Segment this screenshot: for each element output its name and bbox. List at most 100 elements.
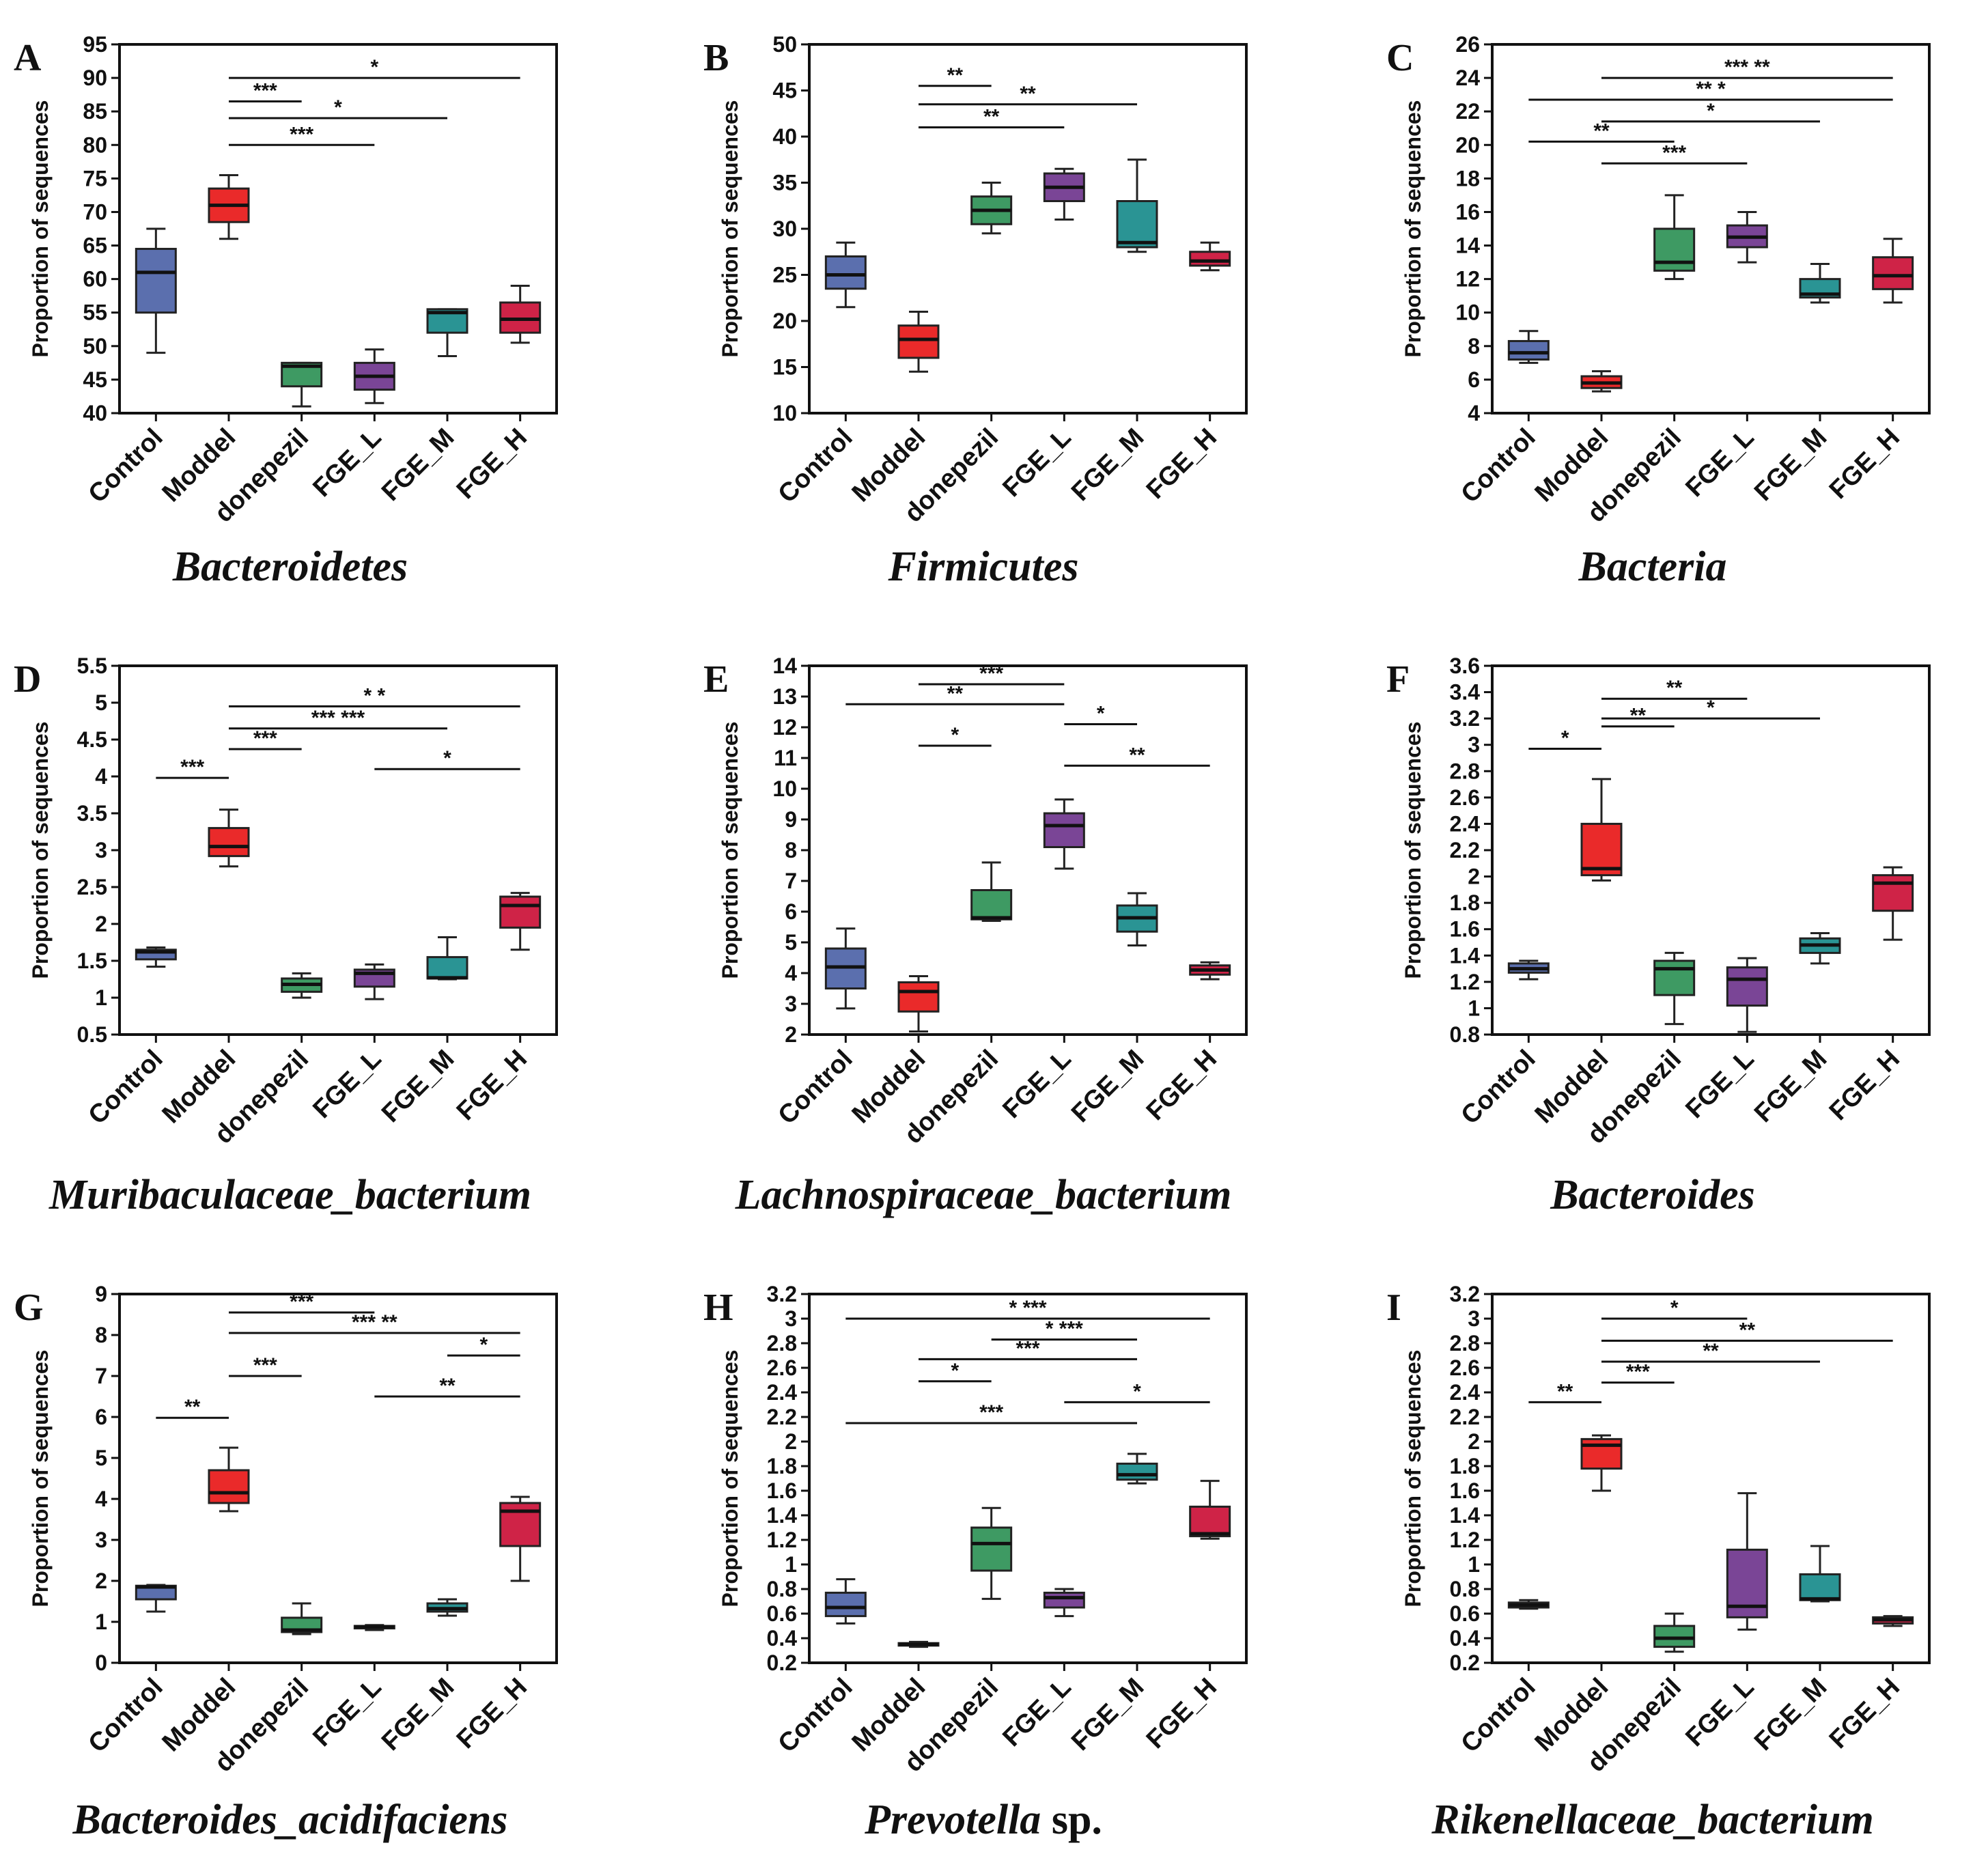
significance-label: * [951,724,959,746]
y-tick-label: 26 [1455,32,1480,57]
x-tick-label: Control [1455,1673,1541,1758]
box-Moddel [897,311,940,373]
y-tick-label: 1.2 [1450,1528,1480,1552]
y-tick-label: 65 [83,234,107,258]
y-tick-label: 1.4 [1450,1503,1481,1528]
significance-label: *** [180,756,204,778]
y-tick-label: 2 [1468,865,1480,889]
x-tick-label: FGE_L [1680,1673,1759,1752]
x-tick-label: FGE_M [1066,1045,1149,1128]
significance-label: * [334,96,342,119]
panel-F: F Proportion of sequences 0.811.21.41.61.8… [1386,654,1931,1218]
x-tick-label: Control [1455,1045,1541,1130]
y-tick-label: 0.8 [767,1577,797,1601]
panel-B: B Proportion of sequences 10 15 20 25 30 35 40 45… [703,32,1248,590]
box-Control [1507,959,1550,981]
y-tick-label: 8 [95,1323,107,1347]
panel-label: D [14,658,41,701]
box-Control [1507,1599,1550,1610]
box-iqr [1799,1573,1841,1601]
box-FGE_M [1116,1452,1158,1485]
significance-label: ** [439,1375,456,1397]
box-iqr [1580,822,1623,877]
y-tick-label: 16 [1455,199,1480,224]
y-tick-label: 3 [1468,1306,1480,1331]
plot-frame [1491,664,1931,1036]
significance-label: ** [947,682,964,705]
y-tick-label: 40 [83,401,107,425]
panel-title-text: Bacteria [1578,544,1727,590]
y-tick-label: 2 [95,912,107,936]
x-tick-label: FGE_L [997,423,1076,503]
plot-frame [808,664,1248,1036]
significance-label: * [370,56,378,79]
y-axis-label: Proportion of sequences [1401,100,1425,358]
x-tick-label: FGE_M [376,1045,460,1128]
x-tick-label: FGE_H [451,423,533,505]
box-FGE_H [1872,866,1914,941]
y-tick-label: 1 [1468,996,1480,1020]
box-iqr [1653,959,1696,996]
x-tick-label: FGE_M [1749,423,1832,507]
significance-label: * *** [1046,1318,1083,1340]
y-tick-label: 6 [1468,367,1480,392]
box-donepezil [281,361,323,408]
significance-label: * [1707,697,1715,719]
panel-label: A [14,37,42,79]
box-iqr [208,1469,250,1504]
box-iqr [897,981,940,1013]
y-tick-label: 12 [772,715,797,740]
x-tick-label: FGE_M [1066,1673,1149,1756]
y-tick-label: 75 [83,166,107,191]
significance-label: ** [1593,120,1610,142]
box-iqr [1043,812,1085,848]
box-iqr [208,827,250,858]
panel-title-text: Muribaculaceae_bacterium [48,1172,531,1218]
x-tick-label: FGE_L [1680,423,1759,503]
y-axis-label: Proportion of sequences [718,100,742,358]
y-tick-label: 6 [785,899,797,924]
significance-label: ** [1557,1380,1573,1403]
box-FGE_H [1189,961,1231,981]
y-tick-label: 5 [95,1446,107,1470]
y-tick-label: 5 [785,930,797,955]
y-tick-label: 8 [1468,334,1480,359]
box-FGE_H [1189,1480,1231,1540]
box-Moddel [1580,778,1623,882]
plot-frame [118,664,558,1036]
significance-label: * [443,747,451,770]
y-tick-label: 35 [772,171,797,195]
y-axis-label: Proportion of sequences [718,1350,742,1607]
y-tick-label: 4 [95,1487,107,1511]
y-tick-label: 10 [772,401,797,425]
y-tick-label: 6 [95,1405,107,1429]
box-donepezil [1653,951,1696,1026]
y-tick-label: 50 [772,32,797,57]
box-FGE_M [1799,932,1841,965]
x-tick-label: FGE_M [1066,423,1149,507]
y-tick-label: 0.2 [767,1651,797,1675]
x-tick-label: FGE_L [307,423,387,503]
box-FGE_H [499,1495,542,1582]
y-axis-label: Proportion of sequences [28,100,53,358]
box-Control [824,927,867,1010]
significance-label: ** [1630,705,1647,727]
significance-label: ** [983,106,1000,128]
x-tick-label: FGE_H [1141,423,1222,505]
panel-title-text: Firmicutes [887,544,1078,590]
y-tick-label: 24 [1455,66,1480,90]
y-axis-label: Proportion of sequences [28,1350,53,1607]
box-Moddel [208,173,250,240]
box-Moddel [208,809,250,868]
y-tick-label: 14 [1455,234,1480,258]
panel-title: Firmicutes [887,544,1078,590]
significance-label: * * [363,684,385,707]
panel-H: H Proportion of sequences 0.20.40.60.811.2… [703,1282,1248,1843]
box-FGE_M [426,1598,468,1617]
box-FGE_H [499,284,542,344]
significance-label: ** [1129,744,1145,766]
y-tick-label: 3 [95,1528,107,1552]
box-iqr [1653,1625,1696,1648]
y-tick-label: 10 [772,776,797,801]
box-FGE_L [1043,798,1085,870]
